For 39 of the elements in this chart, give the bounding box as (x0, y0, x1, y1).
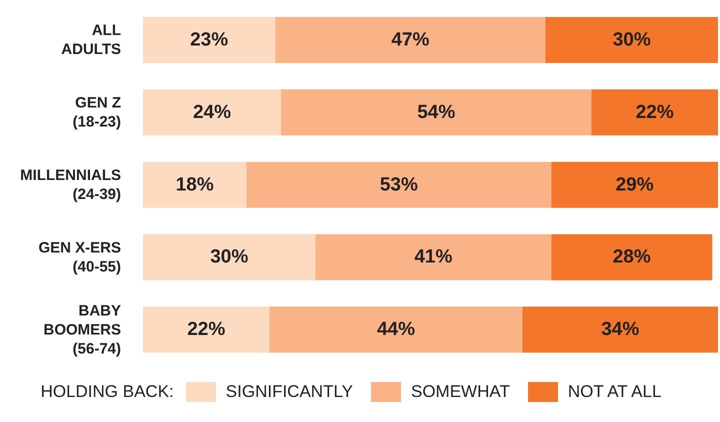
bar (316, 234, 552, 280)
data-label: 28% (612, 246, 651, 268)
bar (592, 89, 718, 136)
data-label: 30% (210, 246, 248, 268)
data-label: 30% (612, 30, 651, 51)
bar (522, 306, 718, 353)
bar (143, 162, 246, 208)
y-tick-label: ALL ADULTS (61, 22, 121, 58)
data-label: 22% (187, 319, 226, 340)
data-label: 18% (176, 174, 214, 196)
data-label: 41% (414, 246, 452, 268)
legend-label: NOT AT ALL (566, 382, 662, 402)
bar (143, 234, 316, 280)
bar (281, 89, 592, 136)
y-tick-label: GEN Z (18-23) (72, 94, 121, 131)
data-label: 23% (190, 30, 228, 51)
bar (143, 17, 276, 64)
y-tick-label: BABY BOOMERS (56-74) (43, 302, 121, 358)
bar (246, 162, 552, 208)
bar (551, 234, 712, 280)
y-tick-label: GEN X-ERS (40-55) (38, 239, 121, 276)
bar (546, 17, 718, 64)
data-label: 54% (417, 102, 456, 123)
data-label: 22% (636, 102, 674, 123)
data-label: 29% (616, 174, 654, 196)
legend-label: SOMEWHAT (410, 382, 510, 402)
data-label: 44% (376, 319, 416, 340)
data-label: 53% (380, 174, 418, 196)
y-tick-label: MILLENNIALS (24-39) (20, 167, 121, 203)
bar (275, 17, 546, 64)
legend-label: SIGNIFICANTLY (224, 382, 353, 402)
legend-title: HOLDING BACK: (40, 382, 174, 402)
data-label: 24% (192, 102, 232, 123)
bar (551, 162, 718, 208)
bar (270, 306, 522, 353)
data-label: 47% (391, 30, 430, 51)
bar (143, 306, 270, 353)
bar (143, 89, 281, 136)
data-label: 34% (601, 319, 640, 340)
